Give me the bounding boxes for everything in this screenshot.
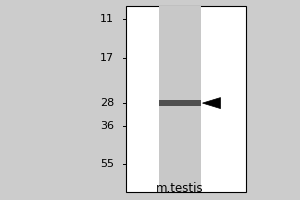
- Bar: [126, 6, 246, 192]
- Polygon shape: [202, 98, 220, 109]
- Text: 36: 36: [100, 121, 114, 131]
- Text: 17: 17: [100, 53, 114, 63]
- Text: 55: 55: [100, 159, 114, 169]
- Text: 11: 11: [100, 14, 114, 24]
- Text: m.testis: m.testis: [156, 182, 204, 195]
- Text: 28: 28: [100, 98, 114, 108]
- Bar: [159, 100, 201, 106]
- Bar: [159, 6, 201, 192]
